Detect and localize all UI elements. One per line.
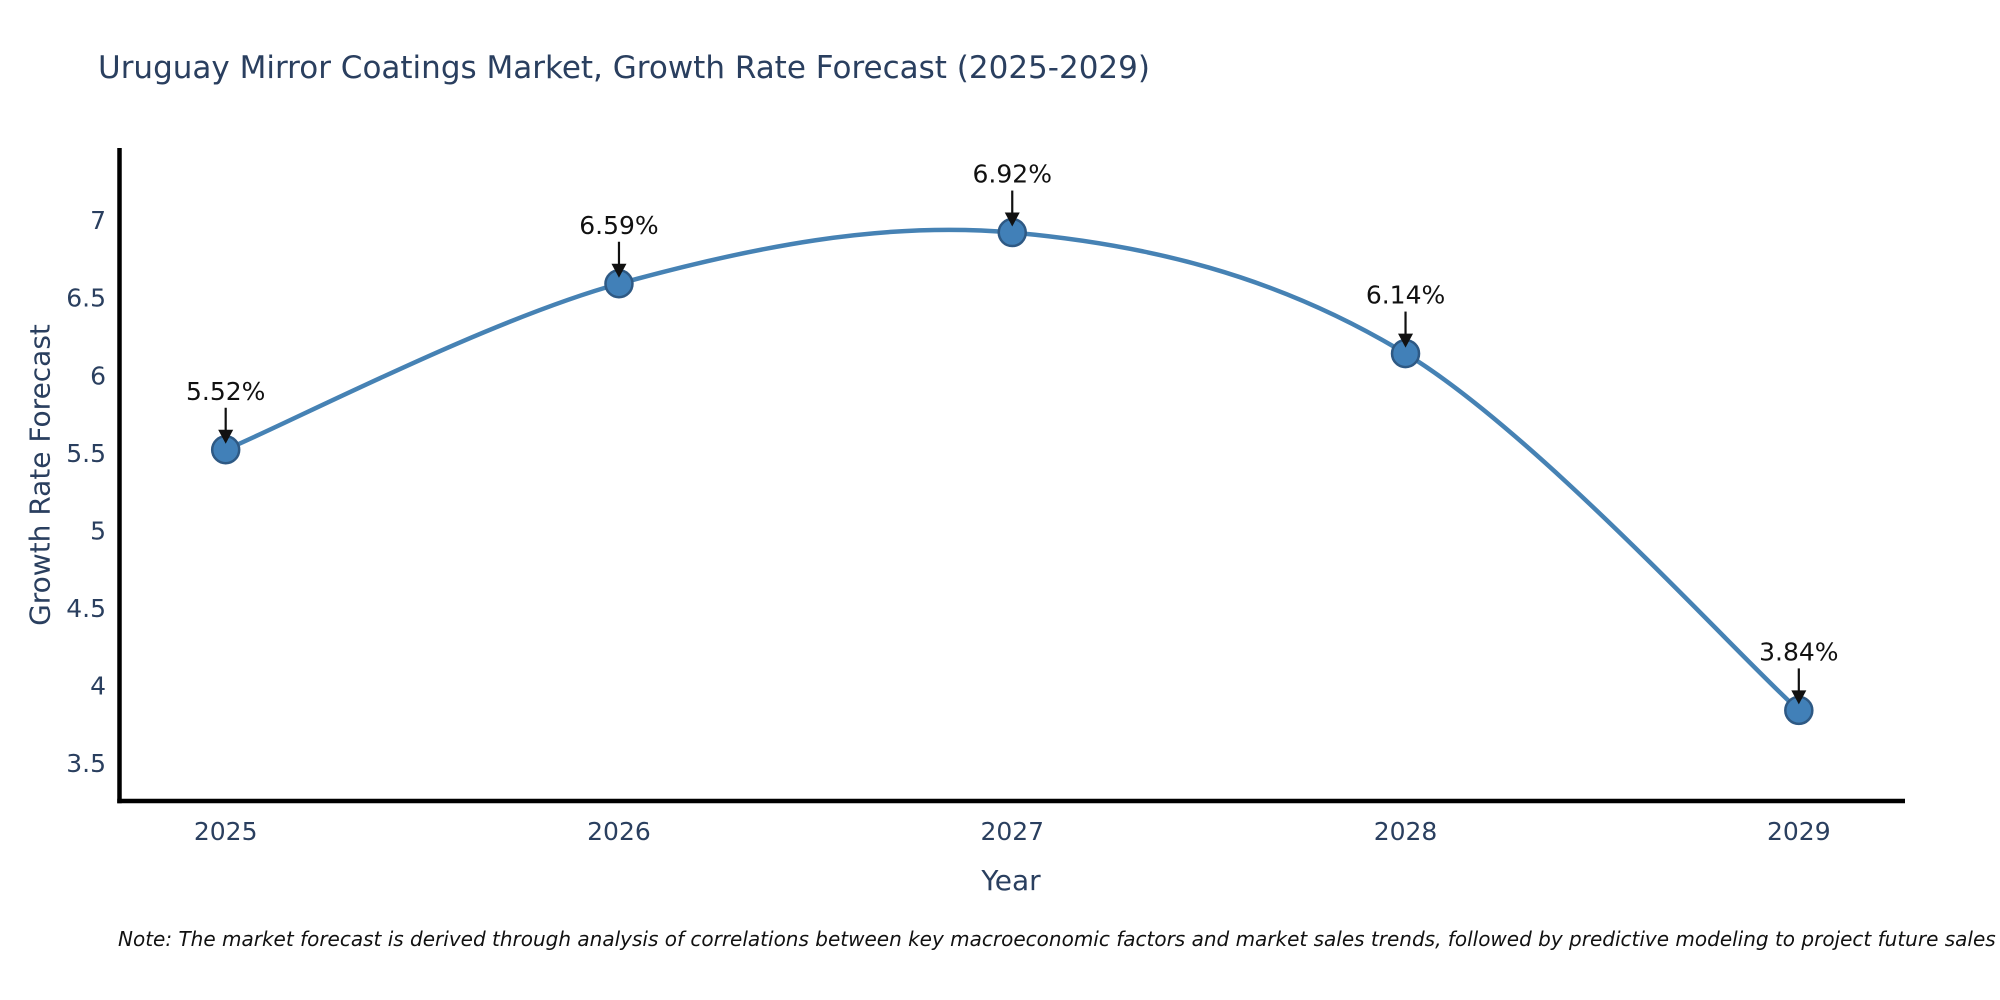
point-annotation: 3.84% bbox=[1759, 637, 1839, 705]
point-annotation: 6.14% bbox=[1366, 281, 1445, 348]
y-tick-label: 4 bbox=[90, 672, 106, 701]
annotation-arrowhead bbox=[1398, 333, 1414, 348]
x-axis-title: Year bbox=[981, 864, 1041, 897]
x-tick-label: 2029 bbox=[1767, 817, 1831, 846]
point-annotation: 6.59% bbox=[579, 211, 659, 278]
annotation-arrowhead bbox=[611, 263, 627, 278]
y-tick-label: 5 bbox=[90, 516, 106, 545]
chart-title: Uruguay Mirror Coatings Market, Growth R… bbox=[98, 50, 1150, 86]
y-tick-label: 5.5 bbox=[66, 439, 106, 468]
y-tick-label: 7 bbox=[90, 206, 106, 235]
axes-layer: 7 6.5 6 5.5 5 4.5 4 3.5 2025 2026 2027 2028 2029 bbox=[66, 148, 1905, 846]
point-annotation-label: 6.14% bbox=[1366, 281, 1445, 310]
annotation-arrowhead bbox=[1004, 212, 1020, 227]
annotations-layer: 5.52% 6.59% 6.92% 6.14% 3.84% bbox=[186, 160, 1839, 705]
point-annotation: 6.92% bbox=[973, 160, 1052, 227]
point-annotation-label: 3.84% bbox=[1759, 637, 1838, 666]
trend-line-series bbox=[210, 217, 1814, 726]
x-tick-label: 2025 bbox=[194, 817, 258, 846]
y-axis-title: Growth Rate Forecast bbox=[23, 324, 57, 626]
y-tick-label: 6.5 bbox=[66, 284, 106, 313]
x-tick-label: 2026 bbox=[587, 817, 651, 846]
x-tick-label: 2028 bbox=[1374, 817, 1438, 846]
footnote: Note: The market forecast is derived thr… bbox=[118, 927, 1996, 951]
y-tick-label: 6 bbox=[90, 361, 106, 390]
point-annotation-label: 6.59% bbox=[579, 211, 658, 240]
x-tick-label: 2027 bbox=[980, 817, 1044, 846]
point-annotation-label: 6.92% bbox=[973, 160, 1052, 189]
y-tick-label: 4.5 bbox=[66, 594, 106, 623]
annotation-arrowhead bbox=[218, 429, 234, 444]
point-annotation: 5.52% bbox=[186, 377, 265, 444]
annotation-arrowhead bbox=[1791, 690, 1807, 705]
trend-line bbox=[223, 227, 1802, 713]
y-tick-label: 3.5 bbox=[66, 749, 106, 778]
point-annotation-label: 5.52% bbox=[186, 377, 265, 406]
